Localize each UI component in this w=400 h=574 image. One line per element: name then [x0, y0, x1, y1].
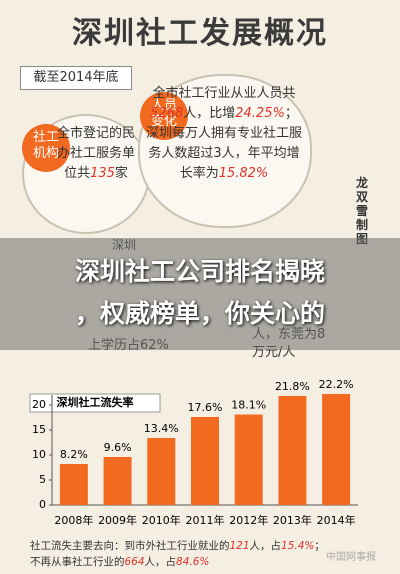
y-tick-label: 10 — [32, 448, 46, 461]
highlight: 5268 — [150, 106, 184, 121]
bar — [278, 396, 307, 505]
highlight: 24.25% — [235, 106, 285, 121]
y-tick-label: 15 — [32, 423, 46, 436]
x-tick-label: 2012年 — [229, 513, 268, 527]
org-text: 全市登记的民办社工服务单位共135家 — [52, 124, 140, 184]
overlay-band — [0, 238, 400, 350]
highlight: 664 — [124, 556, 145, 568]
date-badge: 截至2014年底 — [20, 66, 132, 90]
value-label: 18.1% — [231, 399, 266, 412]
org-tag: 社工 机构 — [22, 124, 70, 172]
overlay-title: ，权威榜单，你关心的 — [74, 299, 325, 328]
value-label: 9.6% — [104, 441, 132, 454]
overlay-title: 深圳社工公司排名揭晓 — [74, 257, 325, 286]
x-tick-label: 2013年 — [273, 513, 312, 527]
org-tag-line: 社工 — [32, 130, 59, 145]
staff-tag-line: 人员 — [150, 98, 177, 113]
y-tick-label: 5 — [39, 473, 46, 486]
watermark: 中国网事报 — [326, 552, 376, 563]
text: 人，比增 — [183, 106, 236, 121]
bar — [191, 417, 219, 505]
x-tick-label: 2014年 — [317, 513, 356, 527]
text: 人，占 — [249, 540, 282, 552]
bar — [147, 438, 176, 505]
bar — [103, 457, 132, 505]
text: 全市社工行业从业人员共 — [152, 86, 296, 101]
x-tick-label: 2011年 — [186, 513, 225, 527]
credit: 龙双雪制图 — [356, 176, 369, 246]
highlight: 135 — [90, 166, 115, 181]
bar — [59, 464, 88, 505]
highlight: 121 — [229, 540, 250, 552]
staff-text: 全市社工行业从业人员共 5268人，比增24.25%；深圳每万人拥有专业社工服务人… — [146, 84, 302, 184]
chart-title: 深圳社工流失率 — [57, 395, 134, 409]
chart-title-box — [29, 393, 161, 413]
chart: 深圳社工流失率 0 5 10 15 20 2008年 8.2% 2009年 9.6% 2010年 1… — [29, 380, 358, 527]
text: 社工流失主要去向：到市外社工行业就业的 — [30, 540, 230, 552]
value-label: 22.2% — [319, 380, 354, 391]
bar — [322, 394, 351, 505]
page-title: 深圳社工发展概况 — [72, 16, 328, 51]
highlight: 84.6% — [176, 556, 210, 568]
org-tag-line: 机构 — [32, 146, 59, 161]
value-label: 8.2% — [60, 448, 88, 461]
y-tick-label: 0 — [39, 498, 46, 511]
x-tick-label: 2009年 — [98, 513, 137, 527]
value-label: 17.6% — [188, 401, 223, 414]
text: 家 — [114, 166, 128, 181]
bar — [234, 414, 263, 505]
staff-tag-line: 变化 — [150, 114, 177, 129]
text: 不再从事社工行业的 — [30, 556, 125, 568]
text: ；深圳每万人拥有专业社工服务人数超过3人，年平均增长率为 — [146, 106, 303, 181]
value-label: 21.8% — [275, 380, 310, 393]
text: 全市登记的民办社工服务单位共 — [56, 126, 135, 181]
x-tick-label: 2008年 — [54, 513, 93, 527]
highlight: 15.82% — [218, 166, 269, 181]
text: 人，占 — [144, 556, 177, 568]
highlight: 15.4% — [281, 540, 315, 552]
staff-tag: 人员 变化 — [140, 92, 188, 140]
y-tick-label: 20 — [32, 398, 46, 411]
footer: 社工流失主要去向：到市外社工行业就业的121人，占15.4%； 不再从事社工行业… — [30, 538, 370, 570]
value-label: 13.4% — [144, 422, 179, 435]
x-tick-label: 2010年 — [142, 513, 181, 527]
text: ； — [314, 540, 325, 552]
